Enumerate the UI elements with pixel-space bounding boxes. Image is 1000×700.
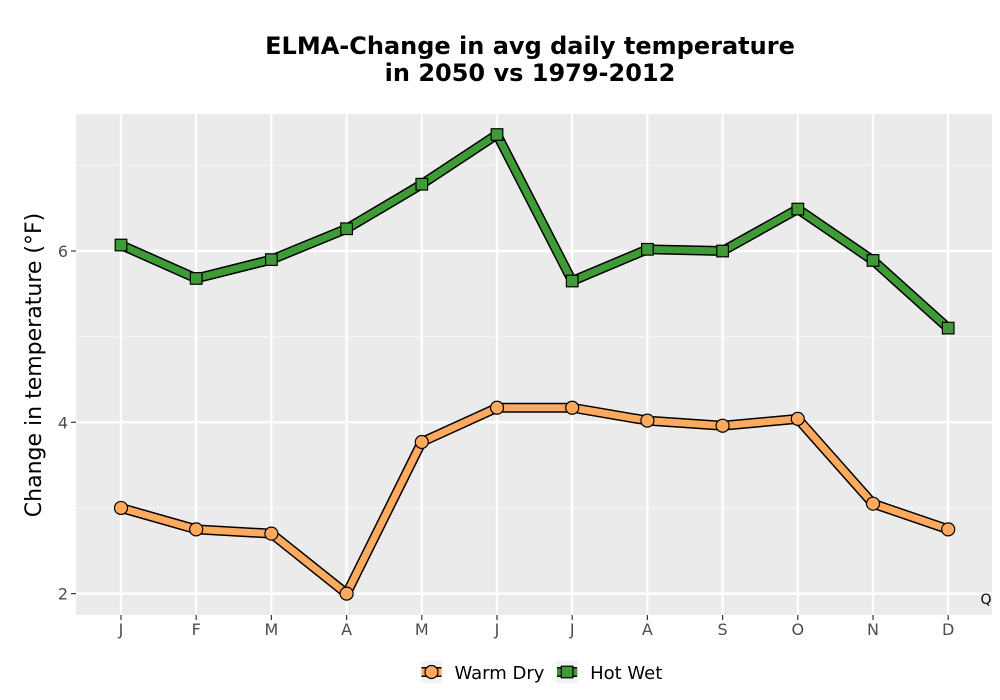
hot-wet-point bbox=[265, 253, 278, 266]
warm-dry-point bbox=[640, 413, 655, 428]
x-tick-label: J bbox=[569, 620, 575, 639]
hot-wet-point bbox=[415, 177, 429, 191]
legend-key-marker bbox=[424, 664, 439, 680]
x-tick-label: S bbox=[718, 620, 728, 639]
x-tick-label: D bbox=[942, 620, 954, 639]
warm-dry-point bbox=[264, 526, 279, 541]
y-tick-label: 4 bbox=[58, 413, 68, 432]
hot-wet-point bbox=[640, 242, 654, 256]
hot-wet-point bbox=[490, 128, 504, 141]
hot-wet-point bbox=[340, 222, 353, 236]
warm-dry-point bbox=[339, 586, 354, 601]
x-tick-label: M bbox=[264, 620, 278, 639]
hot-wet-point bbox=[114, 238, 128, 252]
hot-wet-point bbox=[941, 321, 955, 335]
warm-dry-point bbox=[414, 434, 429, 450]
legend-item-hot-wet: Hot Wet bbox=[556, 661, 662, 684]
warm-dry-point bbox=[865, 496, 881, 511]
y-tick-label: 6 bbox=[58, 242, 68, 261]
warm-dry-point bbox=[565, 400, 580, 415]
x-tick-label: M bbox=[415, 620, 429, 639]
warm-dry-point bbox=[941, 522, 956, 537]
legend-item-warm-dry: Warm Dry bbox=[420, 661, 545, 684]
corner-label: Q bbox=[980, 592, 991, 608]
legend-key-marker bbox=[560, 665, 574, 679]
x-tick-label: J bbox=[118, 620, 124, 639]
y-axis-label: Change in temperature (°F) bbox=[22, 213, 47, 517]
warm-dry-point bbox=[790, 411, 805, 426]
chart-title-line-1: ELMA-Change in avg daily temperature bbox=[265, 32, 795, 60]
major-gridlines bbox=[76, 114, 992, 615]
x-tick-label: O bbox=[792, 620, 805, 639]
y-axis-ticks: 2 4 6 bbox=[58, 242, 76, 604]
x-tick-label: A bbox=[642, 620, 653, 639]
hot-wet-point bbox=[866, 254, 880, 267]
hot-wet-line bbox=[117, 131, 952, 332]
warm-dry-line bbox=[117, 404, 952, 598]
hot-wet-point bbox=[791, 202, 805, 216]
legend-label: Warm Dry bbox=[455, 663, 545, 684]
minor-gridlines bbox=[76, 164, 992, 509]
plot-panel bbox=[76, 114, 992, 615]
x-tick-label: J bbox=[494, 620, 500, 639]
warm-dry-point bbox=[489, 400, 505, 415]
hot-wet-point bbox=[565, 274, 579, 288]
chart-title-line-2: in 2050 vs 1979-2012 bbox=[385, 59, 676, 87]
x-tick-label: N bbox=[867, 620, 879, 639]
x-tick-label: A bbox=[341, 620, 352, 639]
series-layer bbox=[113, 128, 956, 601]
x-tick-label: F bbox=[192, 620, 201, 639]
warm-dry-point bbox=[715, 418, 730, 433]
legend: Warm Dry Hot Wet bbox=[420, 661, 662, 684]
hot-wet-point bbox=[716, 244, 729, 258]
y-tick-label: 2 bbox=[58, 585, 68, 604]
warm-dry-point bbox=[113, 500, 129, 516]
legend-label: Hot Wet bbox=[590, 663, 662, 684]
hot-wet-point bbox=[189, 272, 203, 285]
warm-dry-point bbox=[189, 522, 204, 537]
